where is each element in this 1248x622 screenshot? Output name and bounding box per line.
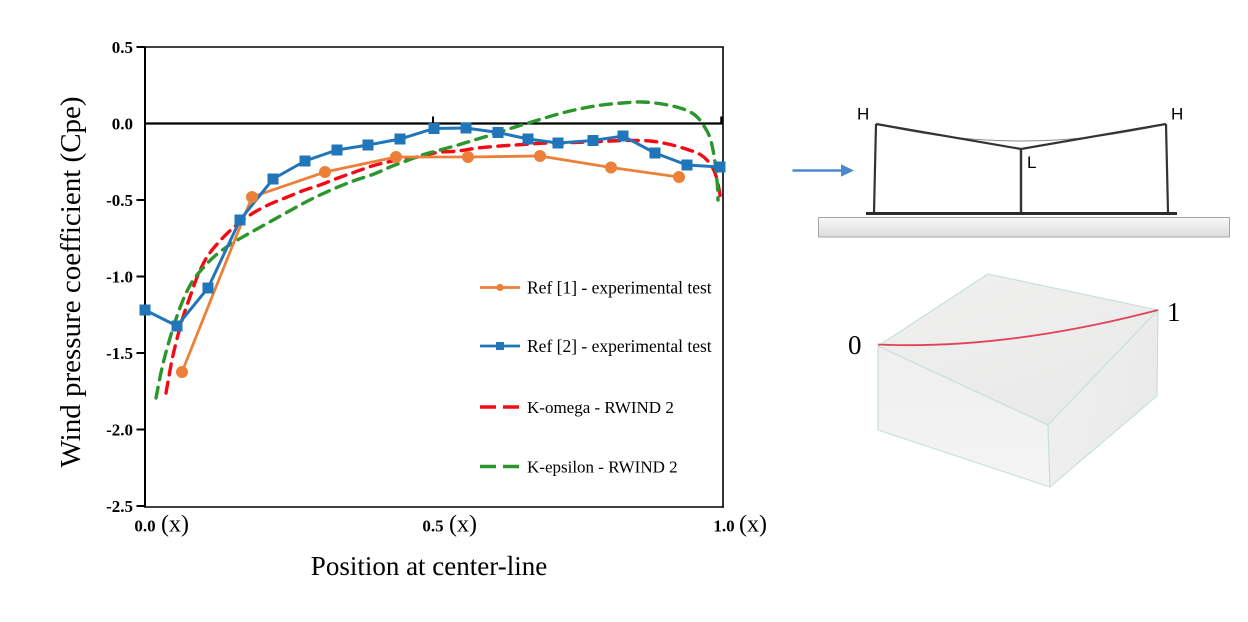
svg-text:H: H — [1171, 105, 1183, 124]
svg-text:-0.5: -0.5 — [106, 191, 133, 210]
svg-text:1: 1 — [1167, 297, 1181, 327]
svg-text:(x): (x) — [739, 512, 767, 538]
svg-text:-1.0: -1.0 — [106, 267, 133, 286]
svg-text:(x): (x) — [449, 512, 477, 538]
svg-text:Ref [1] - experimental test: Ref [1] - experimental test — [527, 278, 712, 298]
svg-text:Ref [2] - experimental test: Ref [2] - experimental test — [527, 336, 712, 356]
svg-text:K-epsilon - RWIND 2: K-epsilon - RWIND 2 — [527, 458, 678, 477]
svg-text:-1.5: -1.5 — [106, 344, 133, 363]
svg-text:Position at center-line: Position at center-line — [311, 551, 547, 581]
svg-text:0.0: 0.0 — [112, 114, 133, 133]
svg-text:L: L — [1027, 153, 1036, 172]
svg-text:-2.5: -2.5 — [106, 497, 133, 516]
svg-text:1.0: 1.0 — [713, 516, 734, 535]
svg-text:0.5: 0.5 — [112, 38, 133, 57]
svg-text:-2.0: -2.0 — [106, 420, 133, 439]
svg-text:(x): (x) — [161, 512, 189, 538]
svg-text:Wind pressure coefficient (Cpe: Wind pressure coefficient (Cpe) — [55, 96, 87, 467]
svg-text:0.0: 0.0 — [134, 516, 155, 535]
svg-text:0: 0 — [848, 330, 862, 360]
svg-text:K-omega - RWIND 2: K-omega - RWIND 2 — [527, 398, 674, 417]
svg-text:H: H — [857, 105, 869, 124]
svg-text:0.5: 0.5 — [422, 516, 443, 535]
